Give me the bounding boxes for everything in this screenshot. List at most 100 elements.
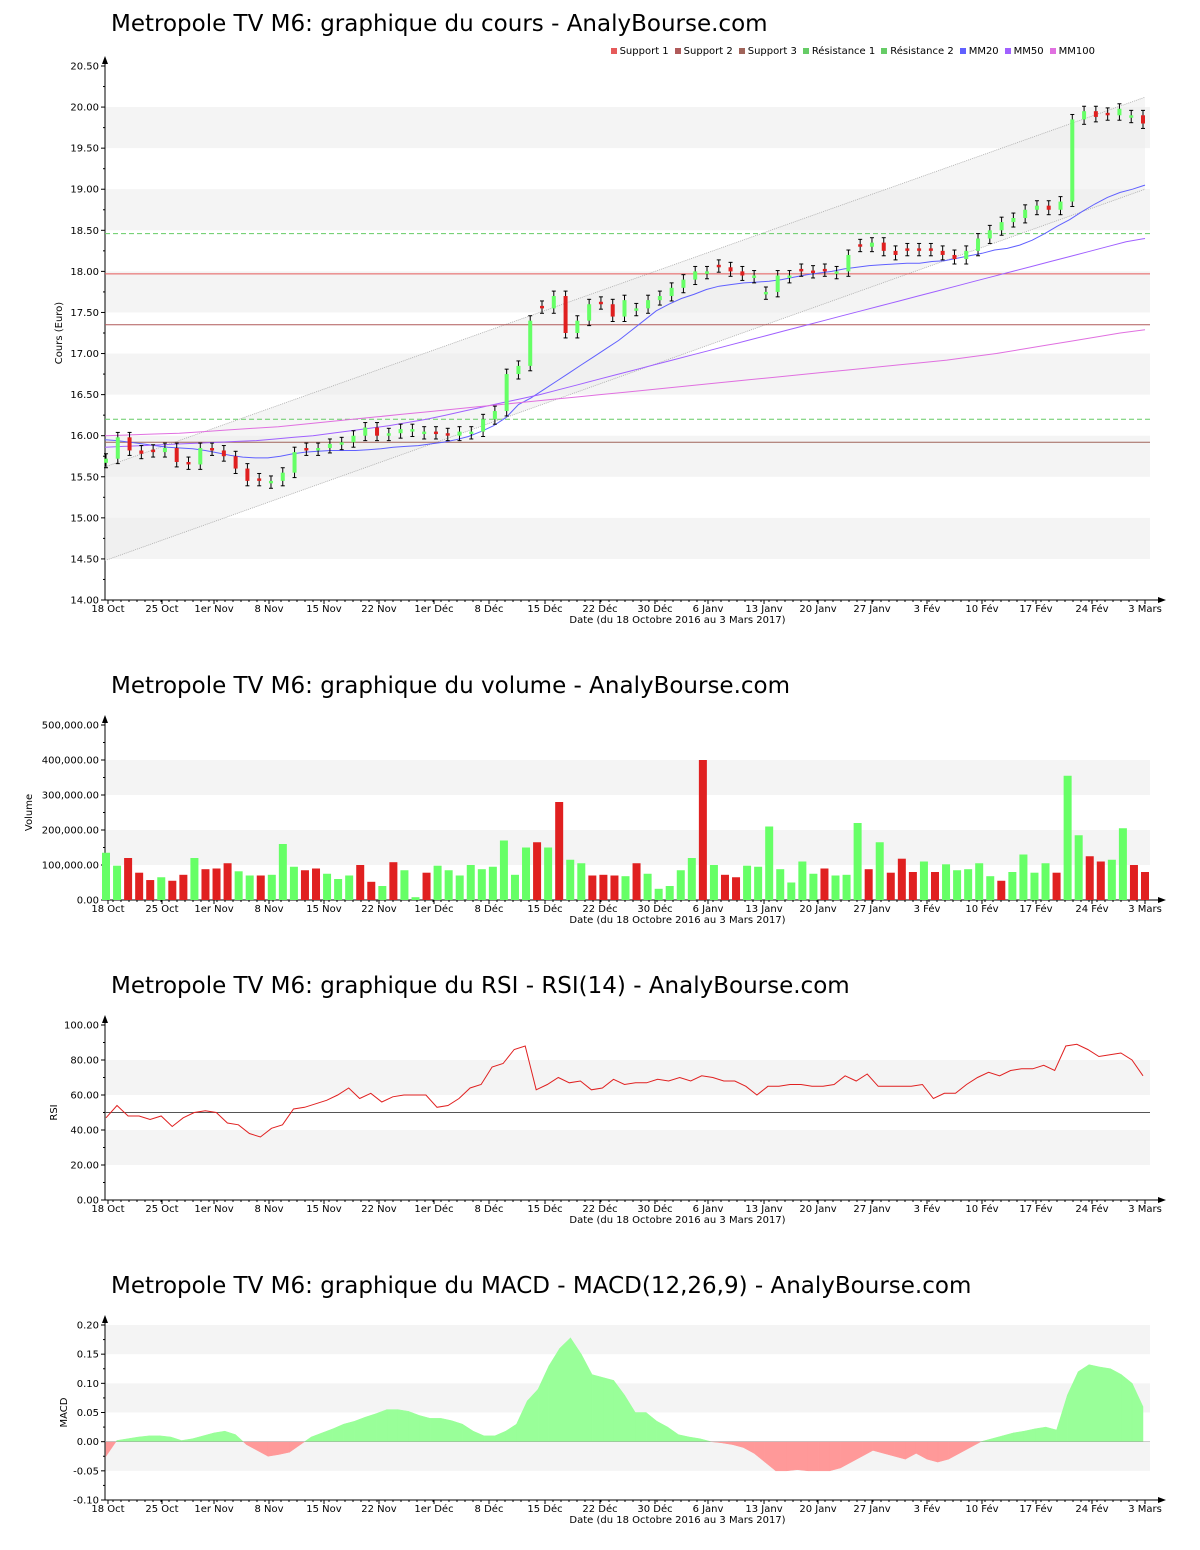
candle-body bbox=[339, 442, 344, 445]
rsi-x-tick-label: 1er Nov bbox=[194, 1204, 233, 1215]
macd-x-tick-label: 25 Oct bbox=[145, 1504, 178, 1515]
candle-body bbox=[1011, 217, 1016, 223]
macd-area bbox=[116, 1438, 128, 1442]
volume-bar bbox=[676, 870, 685, 900]
rsi-chart-title: Metropole TV M6: graphique du RSI - RSI(… bbox=[111, 973, 850, 999]
legend-label: Support 2 bbox=[683, 46, 733, 57]
macd-area bbox=[656, 1420, 668, 1442]
volume-bar bbox=[743, 865, 752, 900]
price-x-tick-label: 10 Fév bbox=[965, 603, 998, 615]
price-x-tick-label: 3 Fév bbox=[914, 603, 941, 615]
price-grid-band bbox=[105, 517, 1150, 559]
volume-y-axis-label: Volume bbox=[24, 794, 35, 831]
macd-area bbox=[192, 1435, 204, 1442]
rsi-x-tick-label: 30 Déc bbox=[637, 1203, 672, 1215]
volume-x-tick-label: 25 Oct bbox=[145, 904, 178, 915]
macd-x-tick-label: 27 Janv bbox=[853, 1504, 890, 1515]
macd-y-tick-label: 0.05 bbox=[77, 1408, 99, 1419]
macd-area bbox=[462, 1423, 474, 1442]
candle-body bbox=[115, 437, 120, 459]
macd-area bbox=[894, 1441, 906, 1460]
volume-bar bbox=[986, 876, 995, 900]
candle-body bbox=[469, 431, 474, 435]
macd-area bbox=[807, 1441, 820, 1472]
candle-body bbox=[210, 448, 215, 451]
macd-area bbox=[602, 1377, 614, 1442]
macd-y-tick-label: 0.15 bbox=[77, 1350, 99, 1361]
rsi-y-tick-label: 40.00 bbox=[70, 1126, 99, 1137]
macd-x-axis-label: Date (du 18 Octobre 2016 au 3 Mars 2017) bbox=[569, 1515, 785, 1526]
macd-grid-band bbox=[105, 1325, 1150, 1355]
volume-bar bbox=[698, 760, 707, 900]
price-x-tick-label: 15 Déc bbox=[527, 603, 562, 615]
legend-label: MM20 bbox=[968, 46, 999, 57]
price-x-tick-label: 1er Déc bbox=[414, 603, 453, 615]
candle-body bbox=[104, 458, 108, 463]
macd-x-tick-label: 1er Déc bbox=[414, 1503, 453, 1515]
rsi-x-tick-label: 1er Déc bbox=[414, 1203, 453, 1215]
candle-body bbox=[681, 279, 686, 288]
rsi-x-tick-label: 6 Janv bbox=[693, 1204, 724, 1215]
volume-x-tick-label: 17 Fév bbox=[1019, 903, 1052, 915]
volume-bar bbox=[1118, 828, 1127, 900]
candle-body bbox=[481, 419, 486, 432]
legend-item: MM20 bbox=[959, 46, 999, 57]
candle-body bbox=[893, 250, 898, 255]
candle-body bbox=[1023, 209, 1028, 218]
price-x-tick-label: 22 Nov bbox=[361, 604, 397, 615]
volume-bar bbox=[555, 802, 564, 900]
volume-x-tick-label: 18 Oct bbox=[91, 904, 124, 915]
candle-body bbox=[551, 296, 556, 309]
macd-x-tick-label: 8 Nov bbox=[254, 1504, 283, 1515]
macd-x-tick-label: 15 Déc bbox=[527, 1503, 562, 1515]
legend-item: Résistance 2 bbox=[881, 46, 954, 57]
volume-bar bbox=[1008, 872, 1017, 900]
volume-bar bbox=[1085, 856, 1094, 900]
price-x-tick-label: 8 Déc bbox=[475, 603, 504, 615]
candle-body bbox=[1082, 111, 1087, 120]
volume-y-tick-label: 100,000.00 bbox=[42, 861, 99, 872]
volume-bar bbox=[1019, 854, 1028, 900]
macd-x-tick-label: 1er Nov bbox=[194, 1504, 233, 1515]
legend-label: Support 3 bbox=[747, 46, 797, 57]
candle-body bbox=[1034, 205, 1039, 210]
candle-body bbox=[375, 427, 380, 436]
legend-item: Support 1 bbox=[610, 46, 669, 57]
legend-label: Résistance 2 bbox=[890, 46, 954, 57]
volume-bar bbox=[124, 858, 133, 900]
macd-area bbox=[224, 1430, 236, 1442]
candle-body bbox=[198, 448, 203, 465]
candle-body bbox=[1141, 115, 1145, 124]
candle-body bbox=[846, 254, 851, 272]
volume-bar bbox=[687, 858, 696, 900]
volume-grid-band bbox=[105, 760, 1150, 795]
volume-bar bbox=[345, 875, 354, 900]
volume-bar bbox=[522, 847, 531, 900]
volume-bar bbox=[1107, 859, 1116, 900]
macd-area bbox=[548, 1347, 560, 1442]
price-y-tick-label: 18.50 bbox=[70, 226, 99, 237]
macd-x-tick-label: 20 Janv bbox=[799, 1504, 836, 1515]
rsi-x-tick-label: 22 Déc bbox=[582, 1203, 617, 1215]
candle-body bbox=[987, 230, 992, 239]
macd-panel: Metropole TV M6: graphique du MACD - MAC… bbox=[0, 1240, 1200, 1540]
legend-label: MM100 bbox=[1058, 46, 1095, 57]
volume-bar bbox=[267, 874, 276, 900]
volume-bar bbox=[289, 866, 298, 900]
macd-area bbox=[213, 1430, 226, 1442]
volume-bar bbox=[599, 874, 608, 900]
macd-chart-title: Metropole TV M6: graphique du MACD - MAC… bbox=[111, 1273, 972, 1299]
candle-body bbox=[492, 411, 497, 420]
macd-area bbox=[775, 1441, 787, 1472]
legend-swatch bbox=[674, 48, 681, 54]
price-x-tick-label: 15 Nov bbox=[306, 604, 342, 615]
price-x-tick-label: 18 Oct bbox=[91, 604, 124, 615]
volume-bar bbox=[102, 852, 110, 900]
macd-area bbox=[408, 1410, 420, 1442]
macd-chart: -0.10 -0.05 0.00 0.05 0.10 0.15 0.20 18 Oct 25 O… bbox=[59, 1315, 1166, 1526]
candle-body bbox=[928, 248, 933, 251]
rsi-x-tick-label: 20 Janv bbox=[799, 1204, 836, 1215]
macd-area bbox=[473, 1430, 485, 1442]
rsi-x-tick-label: 15 Déc bbox=[527, 1203, 562, 1215]
legend-swatch bbox=[1049, 48, 1056, 54]
